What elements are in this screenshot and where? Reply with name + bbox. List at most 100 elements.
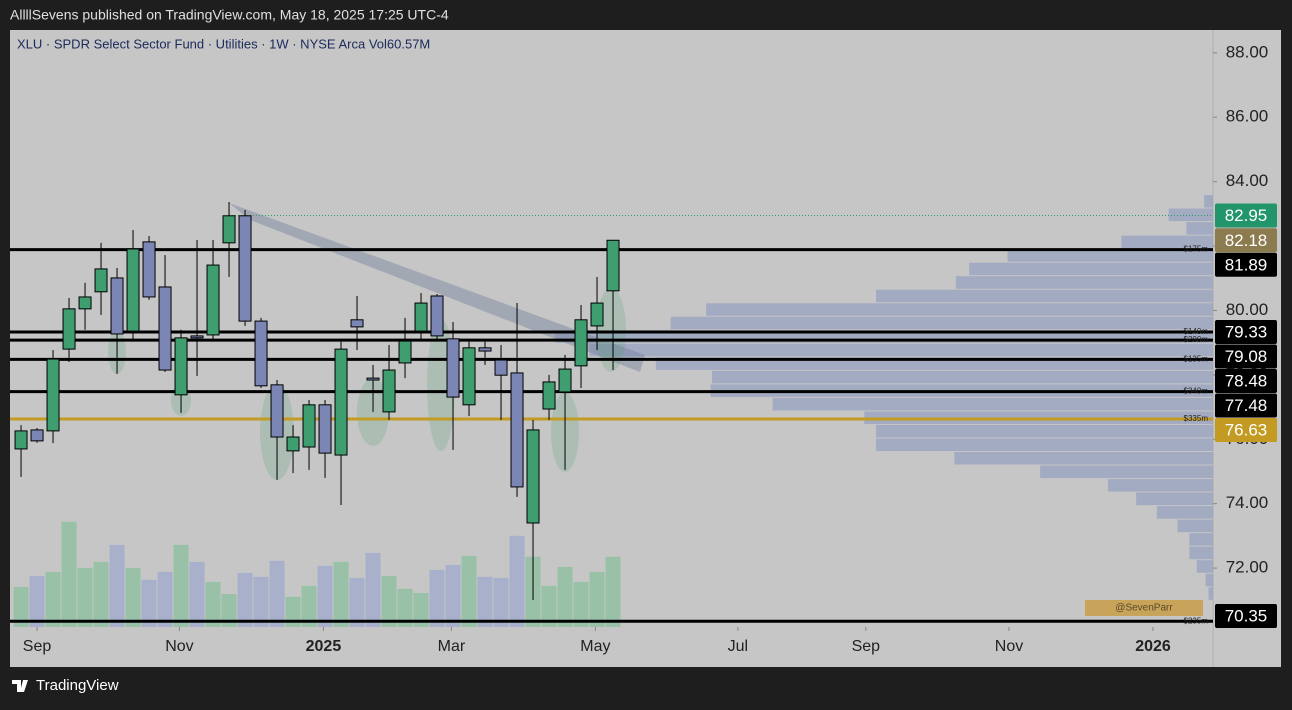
volume-bar bbox=[189, 561, 205, 627]
volume-bar bbox=[429, 569, 445, 627]
price-label: 82.95 bbox=[1225, 206, 1268, 225]
candle-body bbox=[446, 338, 460, 398]
candle-body bbox=[254, 320, 268, 387]
price-label: 81.89 bbox=[1225, 255, 1268, 274]
x-tick-label: Sep bbox=[23, 638, 52, 655]
candle-body bbox=[62, 308, 76, 350]
profile-layer bbox=[555, 195, 1213, 600]
profile-bar bbox=[1208, 587, 1213, 600]
volume-bar bbox=[141, 579, 157, 627]
profile-bar bbox=[1136, 492, 1213, 506]
x-tick-label: Mar bbox=[438, 638, 466, 655]
x-tick-label: Sep bbox=[852, 638, 881, 655]
candle-body bbox=[526, 429, 540, 524]
footer-logo[interactable] bbox=[12, 680, 28, 692]
candle-body bbox=[334, 348, 348, 456]
profile-bar bbox=[954, 452, 1213, 465]
candle-body bbox=[206, 264, 220, 336]
candle-body bbox=[510, 372, 524, 488]
y-tick-label: 72.00 bbox=[1226, 558, 1269, 577]
profile-bar bbox=[969, 262, 1213, 276]
profile-bar bbox=[1121, 235, 1213, 249]
y-tick-label: 86.00 bbox=[1226, 107, 1269, 126]
price-label-box bbox=[1215, 604, 1277, 628]
candle-body bbox=[238, 215, 252, 322]
candle-body bbox=[286, 436, 300, 452]
price-label: 77.48 bbox=[1225, 396, 1268, 415]
price-label-box bbox=[1215, 418, 1277, 443]
volume-bar bbox=[445, 564, 461, 627]
candle-body bbox=[14, 430, 28, 450]
profile-bar bbox=[772, 397, 1213, 411]
volume-bar bbox=[125, 567, 141, 627]
volume-bar bbox=[253, 576, 269, 627]
candle-body bbox=[158, 286, 172, 371]
level-tag: $135m bbox=[1184, 355, 1209, 364]
candle-body bbox=[366, 377, 380, 381]
volume-bar bbox=[205, 581, 221, 627]
volume-bar bbox=[157, 571, 173, 627]
profile-bar bbox=[1040, 465, 1213, 479]
volume-bar bbox=[589, 571, 605, 627]
x-tick-label: Nov bbox=[995, 638, 1023, 655]
byline: AllllSevens published on TradingView.com… bbox=[10, 7, 449, 23]
profile-bar bbox=[1189, 533, 1213, 546]
x-tick-label: 2026 bbox=[1135, 638, 1171, 655]
candle-body bbox=[494, 359, 508, 376]
highlight bbox=[357, 378, 389, 446]
y-tick-label: 88.00 bbox=[1226, 42, 1269, 61]
level-tag: $175m bbox=[1184, 245, 1209, 254]
price-label: 76.63 bbox=[1225, 421, 1268, 440]
y-tick-label: 74.00 bbox=[1226, 493, 1269, 512]
volume-bar bbox=[77, 567, 93, 627]
x-tick-label: 2025 bbox=[306, 638, 342, 655]
price-label-box bbox=[1215, 320, 1277, 345]
price-label-box bbox=[1215, 203, 1277, 228]
volume-bar bbox=[557, 566, 573, 627]
profile-bar bbox=[1196, 560, 1213, 573]
volume-bar bbox=[285, 596, 301, 627]
profile-bar bbox=[1108, 479, 1213, 492]
volume-bar bbox=[173, 544, 189, 627]
footer-brand[interactable]: TradingView bbox=[36, 677, 119, 694]
candle-body bbox=[590, 302, 604, 327]
candle-body bbox=[190, 335, 204, 339]
x-tick-label: Nov bbox=[165, 638, 193, 655]
volume-bar bbox=[237, 572, 253, 627]
profile-bar bbox=[670, 316, 1213, 330]
volume-bar bbox=[269, 560, 285, 627]
volume-bar bbox=[605, 556, 621, 627]
x-tick-label: Jul bbox=[728, 638, 748, 655]
level-layer: $175m $140m$200m $135m $340m $335m $235m bbox=[10, 214, 1213, 625]
volume-bar bbox=[109, 544, 125, 627]
profile-bar bbox=[876, 424, 1213, 438]
candle-body bbox=[350, 319, 364, 328]
volume-bar bbox=[317, 565, 333, 627]
profile-bar bbox=[876, 438, 1213, 452]
candle-body bbox=[318, 404, 332, 454]
candle-body bbox=[222, 215, 236, 244]
candle-body bbox=[126, 248, 140, 332]
volume-bar bbox=[381, 575, 397, 627]
level-tag: $200m bbox=[1184, 335, 1209, 344]
profile-bar bbox=[1186, 222, 1213, 235]
candle-body bbox=[574, 319, 588, 367]
profile-bar bbox=[1205, 573, 1213, 587]
price-label: 82.18 bbox=[1225, 231, 1268, 250]
volume-bar bbox=[333, 561, 349, 627]
candle-body bbox=[462, 347, 476, 406]
price-label-layer: 82.95 82.18 81.89 79.33 79.08 78.48 77.48 76.63… bbox=[1215, 203, 1277, 628]
profile-bar bbox=[1168, 208, 1213, 222]
volume-bar bbox=[461, 555, 477, 627]
watermark: @SevenParr bbox=[1115, 603, 1173, 614]
y-tick-label: 84.00 bbox=[1226, 171, 1269, 190]
profile-bar bbox=[712, 370, 1213, 384]
candle-body bbox=[382, 369, 396, 413]
candle-body bbox=[558, 368, 572, 393]
volume-bar bbox=[397, 588, 413, 627]
price-label-box bbox=[1215, 228, 1277, 253]
candle-body bbox=[30, 429, 44, 442]
candle-body bbox=[94, 268, 108, 293]
profile-bar bbox=[1189, 546, 1213, 560]
